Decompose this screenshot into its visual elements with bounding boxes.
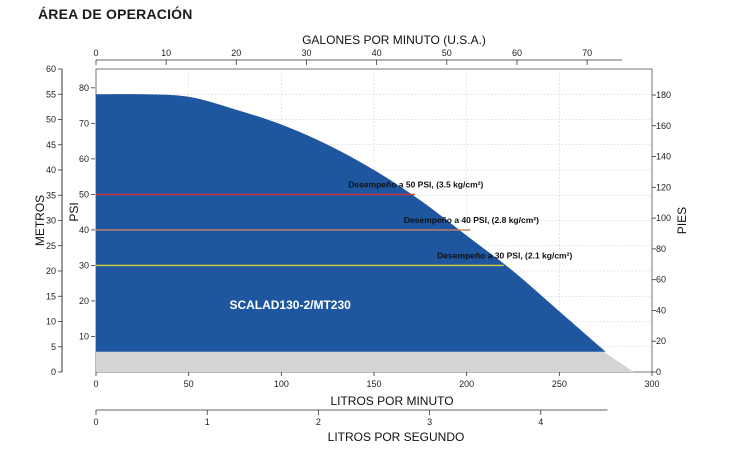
pies-tick-label: 100 — [656, 213, 671, 223]
lpm-tick-label: 150 — [366, 379, 381, 389]
gpm-tick-label: 70 — [582, 48, 592, 58]
reference-line-label: Desempeño a 50 PSI, (3.5 kg/cm²) — [348, 179, 483, 189]
lpm-tick-label: 0 — [93, 379, 98, 389]
psi-tick-label: 70 — [79, 118, 89, 128]
metros-tick-label: 5 — [51, 342, 56, 352]
metros-axis-title: METROS — [33, 195, 47, 246]
lps-tick-label: 2 — [316, 417, 321, 427]
gpm-tick-label: 10 — [161, 48, 171, 58]
psi-tick-label: 30 — [79, 260, 89, 270]
psi-tick-label: 40 — [79, 225, 89, 235]
psi-tick-label: 60 — [79, 154, 89, 164]
metros-tick-label: 50 — [46, 115, 56, 125]
shut-off-region — [96, 351, 634, 372]
metros-tick-label: 60 — [46, 64, 56, 74]
gpm-tick-label: 40 — [372, 48, 382, 58]
metros-tick-label: 45 — [46, 140, 56, 150]
metros-tick-label: 55 — [46, 89, 56, 99]
metros-tick-label: 0 — [51, 367, 56, 377]
reference-line-label: Desempeño a 30 PSI, (2.1 kg/cm²) — [437, 250, 572, 260]
lps-tick-label: 1 — [205, 417, 210, 427]
psi-tick-label: 20 — [79, 296, 89, 306]
psi-tick-label: 50 — [79, 189, 89, 199]
labels: SCALAD130-2/MT230 Desempeño a 50 PSI, (3.… — [33, 33, 689, 444]
metros-tick-label: 30 — [46, 216, 56, 226]
reference-line-label: Desempeño a 40 PSI, (2.8 kg/cm²) — [404, 215, 539, 225]
gpm-tick-label: 50 — [442, 48, 452, 58]
metros-tick-label: 25 — [46, 241, 56, 251]
lpm-tick-label: 300 — [644, 379, 659, 389]
axes: 0510152025303540455055601020304050607080… — [46, 48, 671, 427]
series-area — [96, 94, 606, 352]
pies-tick-label: 160 — [656, 121, 671, 131]
metros-tick-label: 15 — [46, 291, 56, 301]
lpm-tick-label: 250 — [552, 379, 567, 389]
lps-tick-label: 3 — [427, 417, 432, 427]
lpm-tick-label: 100 — [274, 379, 289, 389]
page-title: ÁREA DE OPERACIÓN — [38, 6, 193, 22]
gpm-tick-label: 60 — [512, 48, 522, 58]
pies-tick-label: 180 — [656, 90, 671, 100]
lps-axis-title: LITROS POR SEGUNDO — [328, 430, 465, 444]
gpm-tick-label: 30 — [301, 48, 311, 58]
metros-tick-label: 40 — [46, 165, 56, 175]
pies-axis-title: PIES — [675, 207, 689, 234]
lpm-axis-title: LITROS POR MINUTO — [330, 394, 453, 408]
reference-lines — [96, 193, 504, 267]
pies-tick-label: 120 — [656, 182, 671, 192]
psi-tick-label: 80 — [79, 83, 89, 93]
lpm-tick-label: 200 — [459, 379, 474, 389]
metros-tick-label: 10 — [46, 317, 56, 327]
pies-tick-label: 140 — [656, 152, 671, 162]
pies-tick-label: 0 — [656, 367, 661, 377]
metros-tick-label: 20 — [46, 266, 56, 276]
pies-tick-label: 60 — [656, 275, 666, 285]
pies-tick-label: 80 — [656, 244, 666, 254]
gpm-axis-title: GALONES POR MINUTO (U.S.A.) — [302, 33, 486, 47]
lps-tick-label: 0 — [93, 417, 98, 427]
series-label: SCALAD130-2/MT230 — [229, 298, 351, 312]
psi-tick-label: 10 — [79, 331, 89, 341]
psi-axis-title: PSI — [67, 202, 81, 221]
lpm-tick-label: 50 — [184, 379, 194, 389]
gpm-tick-label: 20 — [231, 48, 241, 58]
gpm-tick-label: 0 — [93, 48, 98, 58]
areas — [96, 94, 634, 372]
pies-tick-label: 40 — [656, 305, 666, 315]
lps-tick-label: 4 — [538, 417, 543, 427]
metros-tick-label: 35 — [46, 190, 56, 200]
pies-tick-label: 20 — [656, 336, 666, 346]
